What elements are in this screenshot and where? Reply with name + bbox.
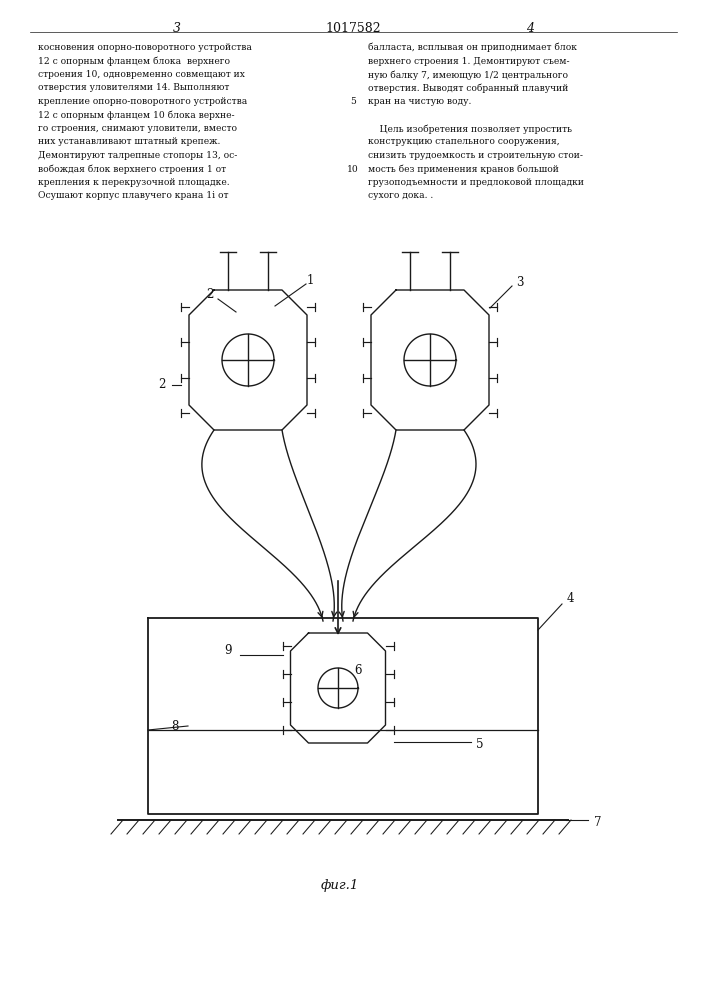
Text: ную балку 7, имеющую 1/2 центрального: ную балку 7, имеющую 1/2 центрального xyxy=(368,70,568,80)
Text: крепления к перекрузочной площадке.: крепления к перекрузочной площадке. xyxy=(38,178,230,187)
Text: верхнего строения 1. Демонтируют съем-: верхнего строения 1. Демонтируют съем- xyxy=(368,56,570,66)
Text: сухого дока. .: сухого дока. . xyxy=(368,192,433,200)
Text: 7: 7 xyxy=(595,816,602,828)
Text: мость без применения кранов большой: мость без применения кранов большой xyxy=(368,164,559,174)
Text: Цель изобретения позволяет упростить: Цель изобретения позволяет упростить xyxy=(368,124,572,133)
Text: 2: 2 xyxy=(158,378,165,391)
Text: фиг.1: фиг.1 xyxy=(321,879,359,892)
Text: 10: 10 xyxy=(347,164,359,174)
Text: балласта, всплывая он приподнимает блок: балласта, всплывая он приподнимает блок xyxy=(368,43,577,52)
Text: 3: 3 xyxy=(516,275,524,288)
Text: Демонтируют талрепные стопоры 13, ос-: Демонтируют талрепные стопоры 13, ос- xyxy=(38,151,238,160)
Text: 4: 4 xyxy=(526,22,534,35)
Text: 5: 5 xyxy=(477,738,484,752)
Text: 4: 4 xyxy=(566,591,574,604)
Text: 1017582: 1017582 xyxy=(325,22,381,35)
Text: 12 с опорным фланцем блока  верхнего: 12 с опорным фланцем блока верхнего xyxy=(38,56,230,66)
Text: вобождая блок верхнего строения 1 от: вобождая блок верхнего строения 1 от xyxy=(38,164,226,174)
Text: 9: 9 xyxy=(224,644,232,656)
Text: кран на чистую воду.: кран на чистую воду. xyxy=(368,97,472,106)
Text: крепление опорно-поворотного устройства: крепление опорно-поворотного устройства xyxy=(38,97,247,106)
Text: косновения опорно-поворотного устройства: косновения опорно-поворотного устройства xyxy=(38,43,252,52)
Text: 2: 2 xyxy=(206,288,214,302)
Text: отверстия. Выводят собранный плавучий: отверстия. Выводят собранный плавучий xyxy=(368,84,568,93)
Text: 3: 3 xyxy=(173,22,181,35)
Text: снизить трудоемкость и строительную стои-: снизить трудоемкость и строительную стои… xyxy=(368,151,583,160)
Text: 6: 6 xyxy=(354,664,362,676)
Text: 1: 1 xyxy=(306,273,314,286)
Text: грузоподъемности и предлоковой площадки: грузоподъемности и предлоковой площадки xyxy=(368,178,584,187)
Text: го строения, снимают уловители, вместо: го строения, снимают уловители, вместо xyxy=(38,124,237,133)
Text: отверстия уловителями 14. Выполняют: отверстия уловителями 14. Выполняют xyxy=(38,84,229,93)
Text: них устанавливают штатный крепеж.: них устанавливают штатный крепеж. xyxy=(38,137,221,146)
Text: Осушают корпус плавучего крана 1i от: Осушают корпус плавучего крана 1i от xyxy=(38,192,228,200)
Text: строения 10, одновременно совмещают их: строения 10, одновременно совмещают их xyxy=(38,70,245,79)
Text: 12 с опорным фланцем 10 блока верхне-: 12 с опорным фланцем 10 блока верхне- xyxy=(38,110,235,120)
Text: конструкцию стапельного сооружения,: конструкцию стапельного сооружения, xyxy=(368,137,560,146)
Text: 8: 8 xyxy=(171,720,179,732)
Text: 5: 5 xyxy=(350,97,356,106)
